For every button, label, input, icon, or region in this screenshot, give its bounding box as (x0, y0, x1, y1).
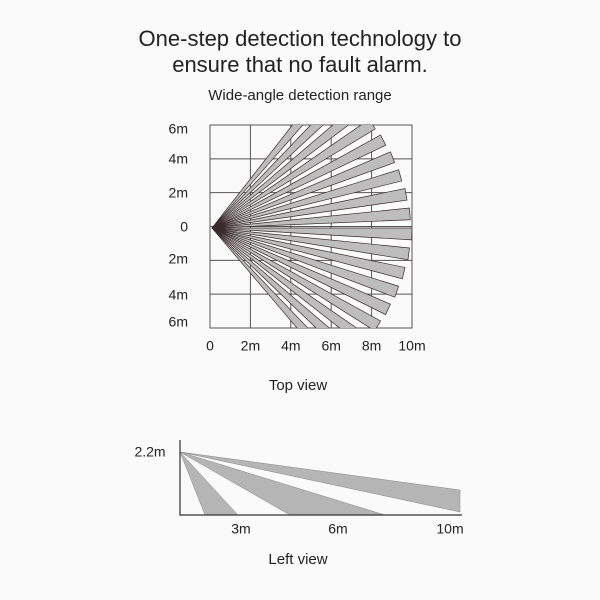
beam (211, 188, 408, 229)
y-label: 4m (169, 287, 188, 303)
beam (211, 227, 382, 328)
beam (211, 227, 412, 241)
caption: Left view (268, 551, 327, 568)
x-label: 0 (206, 338, 214, 354)
y-label: 6m (169, 314, 188, 330)
x-label: 10m (436, 521, 463, 537)
x-label: 6m (321, 338, 340, 354)
beam (211, 125, 324, 229)
x-label: 2m (241, 338, 260, 354)
beam (211, 227, 309, 328)
y-label: 2m (169, 185, 188, 201)
x-label: 8m (362, 338, 381, 354)
x-label: 3m (231, 521, 250, 537)
beam (211, 227, 391, 316)
beam (211, 125, 376, 229)
beam (211, 134, 387, 229)
beam (211, 227, 410, 261)
title-line: ensure that no fault alarm. (172, 52, 428, 77)
title-line: One-step detection technology to (139, 26, 462, 51)
x-label: 10m (398, 338, 425, 354)
axes (179, 440, 462, 516)
y-label: 6m (169, 121, 188, 137)
x-label: 4m (281, 338, 300, 354)
subtitle: Wide-angle detection range (208, 87, 391, 104)
y-label: 4m (169, 151, 188, 167)
beam (211, 227, 330, 328)
beam (211, 169, 403, 229)
beam (211, 125, 304, 229)
beam (211, 207, 411, 229)
beam (211, 227, 358, 328)
y-label: 2m (169, 251, 188, 267)
beam (211, 125, 350, 229)
caption: Top view (269, 377, 328, 394)
detection-fan (211, 125, 412, 328)
left-view: 2.2m 3m 6m 10m Left view (134, 440, 464, 568)
beam (179, 451, 461, 513)
beam (211, 151, 396, 229)
x-label: 6m (328, 521, 347, 537)
beam (211, 227, 400, 298)
height-label: 2.2m (134, 444, 165, 460)
y-label: 0 (180, 219, 188, 235)
beam (211, 227, 406, 280)
